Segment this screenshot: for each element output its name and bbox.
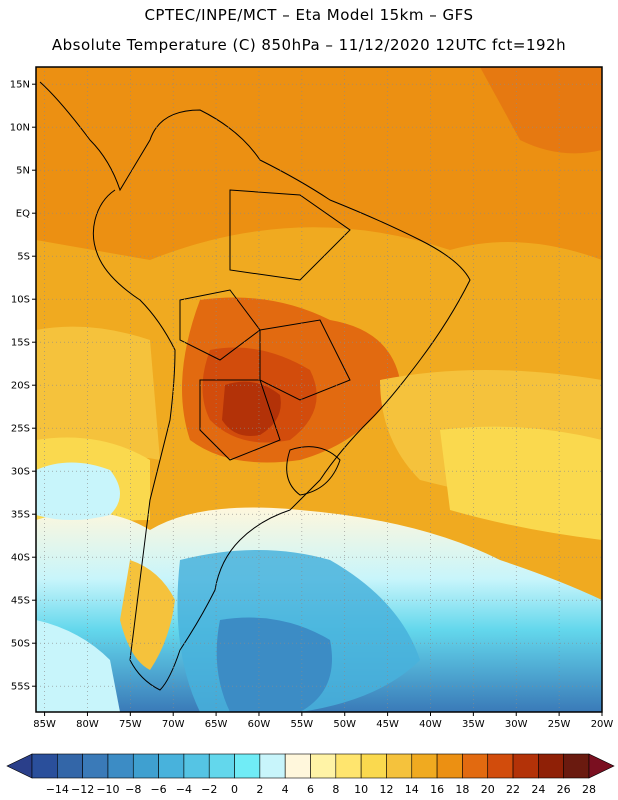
colorbar-label: −14 bbox=[46, 783, 69, 796]
colorbar-label: 4 bbox=[282, 783, 289, 796]
colorbar-label: 14 bbox=[405, 783, 419, 796]
colorbar-label: −12 bbox=[71, 783, 94, 796]
colorbar-swatch bbox=[208, 753, 235, 779]
colorbar-swatch bbox=[462, 753, 489, 779]
colorbar-label: −10 bbox=[96, 783, 119, 796]
colorbar-label: 18 bbox=[455, 783, 469, 796]
lat-tick-label: 30S bbox=[11, 467, 30, 478]
colorbar-label: 28 bbox=[582, 783, 596, 796]
latitude-tick-labels: 15N 10N 5N EQ 5S 10S 15S 20S 25S 30S 35S 40S 45S 50S 5… bbox=[10, 80, 36, 693]
lat-tick-label: 35S bbox=[11, 510, 30, 521]
colorbar-swatch bbox=[563, 753, 590, 779]
lon-tick-label: 50W bbox=[333, 719, 356, 730]
lon-tick-label: 60W bbox=[248, 719, 271, 730]
colorbar-swatch bbox=[386, 753, 413, 779]
lon-tick-label: 35W bbox=[462, 719, 485, 730]
colorbar-swatch bbox=[57, 753, 83, 779]
lat-tick-label: 25S bbox=[11, 424, 30, 435]
lon-tick-label: 85W bbox=[33, 719, 56, 730]
colorbar-swatch bbox=[259, 753, 286, 779]
colorbar-swatch bbox=[107, 753, 134, 779]
colorbar-label: 16 bbox=[430, 783, 444, 796]
colorbar-swatch bbox=[436, 753, 463, 779]
colorbar-swatch bbox=[512, 753, 539, 779]
colorbar-swatch bbox=[487, 753, 514, 779]
colorbar-swatch bbox=[82, 753, 109, 779]
lat-tick-label: 50S bbox=[11, 639, 30, 650]
temperature-field bbox=[36, 67, 602, 712]
map-frame bbox=[35, 66, 603, 713]
lat-tick-label: 10N bbox=[10, 123, 30, 134]
colorbar-swatch bbox=[310, 753, 337, 779]
longitude-tick-labels: 85W 80W 75W 70W 65W 60W 55W 50W 45W 40W 35W 30W 25W 2… bbox=[33, 712, 613, 730]
lat-tick-label: 15S bbox=[11, 338, 30, 349]
colorbar-label: 10 bbox=[354, 783, 368, 796]
lon-tick-label: 20W bbox=[591, 719, 614, 730]
colorbar-swatch bbox=[31, 753, 58, 779]
colorbar-swatch bbox=[234, 753, 261, 779]
lon-tick-label: 55W bbox=[291, 719, 314, 730]
colorbar-label: 6 bbox=[307, 783, 314, 796]
lat-tick-label: 5N bbox=[16, 166, 30, 177]
lat-tick-label: 45S bbox=[11, 596, 30, 607]
map-subtitle: Absolute Temperature (C) 850hPa – 11/12/… bbox=[51, 36, 567, 54]
lat-tick-label: EQ bbox=[16, 209, 30, 220]
lon-tick-label: 70W bbox=[162, 719, 185, 730]
map-title: CPTEC/INPE/MCT – Eta Model 15km – GFS bbox=[144, 6, 474, 24]
colorbar-label: 20 bbox=[481, 783, 495, 796]
colorbar-label: 24 bbox=[531, 783, 545, 796]
lon-tick-label: 75W bbox=[119, 719, 142, 730]
colorbar-label: 22 bbox=[506, 783, 520, 796]
colorbar-swatch bbox=[411, 753, 438, 779]
lat-tick-label: 40S bbox=[11, 553, 30, 564]
colorbar-swatch bbox=[335, 753, 362, 779]
colorbar-label: −2 bbox=[201, 783, 217, 796]
colorbar-swatch bbox=[132, 753, 159, 779]
colorbar-swatch bbox=[284, 753, 311, 779]
colorbar-label: 0 bbox=[231, 783, 238, 796]
lat-tick-label: 10S bbox=[11, 295, 30, 306]
colorbar-over-arrow bbox=[588, 753, 615, 779]
colorbar-swatch bbox=[360, 753, 387, 779]
lat-tick-label: 20S bbox=[11, 381, 30, 392]
coastline bbox=[39, 81, 471, 691]
colorbar-label: −6 bbox=[150, 783, 166, 796]
colorbar-label: 2 bbox=[256, 783, 263, 796]
lon-tick-label: 80W bbox=[76, 719, 99, 730]
colorbar-label: 12 bbox=[379, 783, 393, 796]
colorbar: −14 −12 −10 −8 −6 −4 −2 0 2 4 6 8 10 12 14 16 18 20 22 24 26… bbox=[6, 753, 615, 796]
lat-tick-label: 5S bbox=[17, 252, 30, 263]
colorbar-swatch bbox=[538, 753, 564, 779]
lon-tick-label: 40W bbox=[419, 719, 442, 730]
lon-tick-label: 30W bbox=[505, 719, 528, 730]
colorbar-swatch bbox=[158, 753, 185, 779]
lon-tick-label: 45W bbox=[376, 719, 399, 730]
lon-tick-label: 65W bbox=[205, 719, 228, 730]
lon-tick-label: 25W bbox=[548, 719, 571, 730]
colorbar-label: −4 bbox=[176, 783, 192, 796]
colorbar-label: −8 bbox=[125, 783, 141, 796]
lat-tick-label: 15N bbox=[10, 80, 30, 91]
colorbar-under-arrow bbox=[6, 753, 33, 779]
colorbar-swatch bbox=[183, 753, 210, 779]
lat-tick-label: 55S bbox=[11, 682, 30, 693]
colorbar-label: 8 bbox=[332, 783, 339, 796]
colorbar-label: 26 bbox=[557, 783, 571, 796]
